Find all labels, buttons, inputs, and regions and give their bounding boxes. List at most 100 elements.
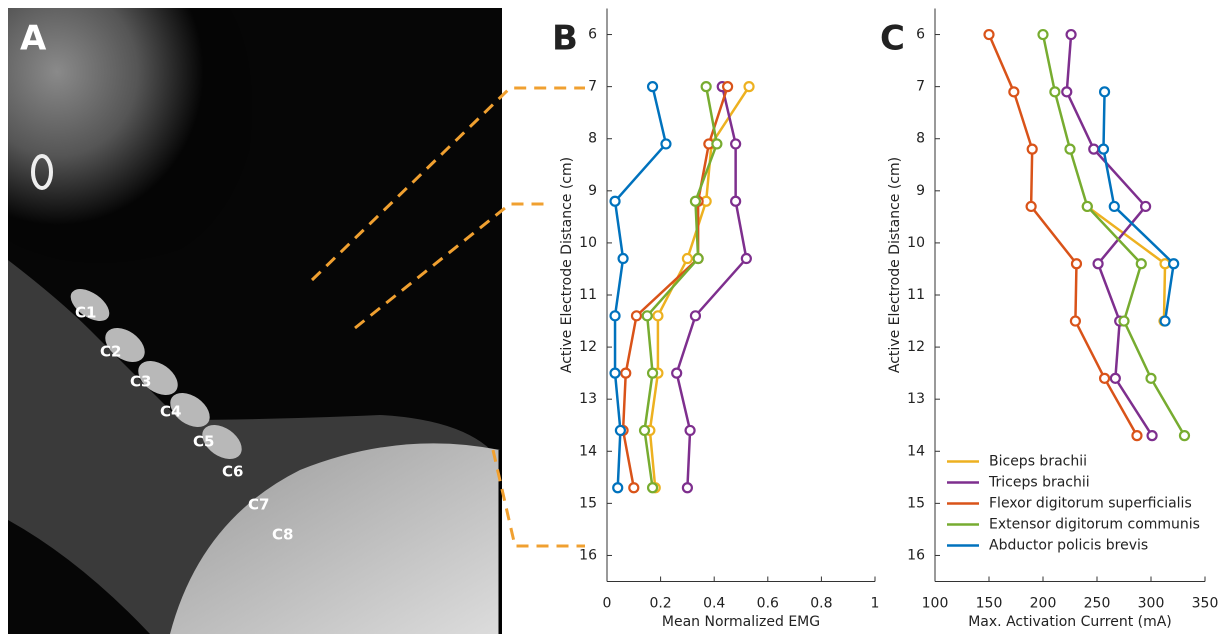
vertebra-label: C6 (222, 463, 243, 481)
data-point (731, 197, 740, 206)
y-tick-label: 10 (907, 235, 925, 251)
x-tick-label: 200 (1030, 596, 1057, 612)
data-point (1066, 145, 1075, 154)
figure: A C1 C2 C3 C4 C5 C6 C7 C8 67891011121314… (0, 0, 1227, 634)
data-point (691, 197, 700, 206)
y-tick-label: 11 (907, 287, 925, 303)
data-point (1110, 202, 1119, 211)
data-point (611, 197, 620, 206)
data-point (1120, 317, 1129, 326)
data-point (1161, 317, 1170, 326)
data-point (1169, 259, 1178, 268)
y-tick-label: 14 (907, 443, 925, 459)
data-point (1027, 202, 1036, 211)
x-tick-label: 100 (922, 596, 949, 612)
xray-panel: A C1 C2 C3 C4 C5 C6 C7 C8 (8, 8, 502, 634)
data-point (1028, 145, 1037, 154)
x-tick-label: 250 (1084, 596, 1111, 612)
data-point (683, 483, 692, 492)
data-point (1062, 87, 1071, 96)
data-point (712, 139, 721, 148)
y-tick-label: 12 (907, 339, 925, 355)
data-point (1148, 431, 1157, 440)
data-point (985, 30, 994, 39)
data-point (1147, 374, 1156, 383)
data-point (640, 426, 649, 435)
data-point (1009, 87, 1018, 96)
data-point (648, 369, 657, 378)
legend-label: Triceps brachii (988, 475, 1090, 491)
y-tick-label: 7 (916, 79, 925, 95)
vertebra-label: C7 (248, 496, 269, 514)
series-line (1067, 35, 1152, 436)
y-tick-label: 10 (579, 235, 597, 251)
vertebra-label: C5 (193, 433, 214, 451)
data-point (1089, 145, 1098, 154)
data-point (1100, 87, 1109, 96)
panel-label: A (20, 19, 47, 59)
x-tick-label: 0.8 (810, 596, 832, 612)
data-point (742, 254, 751, 263)
legend-label: Extensor digitorum communis (989, 517, 1200, 533)
x-tick-label: 350 (1192, 596, 1219, 612)
x-tick-label: 0.4 (703, 596, 725, 612)
x-axis-label: Max. Activation Current (mA) (968, 614, 1172, 630)
y-tick-label: 8 (588, 131, 597, 147)
y-axis-label: Active Electrode Distance (cm) (887, 157, 903, 373)
data-point (648, 82, 657, 91)
x-tick-label: 150 (976, 596, 1003, 612)
data-point (632, 311, 641, 320)
legend-label: Flexor digitorum superficialis (989, 496, 1192, 512)
vertebra-label: C1 (75, 304, 96, 322)
panel-label: B (552, 19, 578, 59)
y-tick-label: 13 (907, 391, 925, 407)
data-point (621, 369, 630, 378)
vertebra-label: C4 (160, 403, 181, 421)
data-point (1094, 259, 1103, 268)
x-axis-label: Mean Normalized EMG (662, 614, 820, 630)
data-point (1100, 374, 1109, 383)
data-point (702, 82, 711, 91)
y-axis-label: Active Electrode Distance (cm) (559, 157, 575, 373)
y-tick-label: 11 (579, 287, 597, 303)
x-tick-label: 0.6 (757, 596, 779, 612)
data-point (672, 369, 681, 378)
y-tick-label: 15 (907, 495, 925, 511)
y-tick-label: 16 (579, 547, 597, 563)
y-tick-label: 7 (588, 79, 597, 95)
data-point (648, 483, 657, 492)
data-point (1180, 431, 1189, 440)
legend-label: Biceps brachii (989, 454, 1087, 470)
data-point (1137, 259, 1146, 268)
x-tick-label: 300 (1138, 596, 1165, 612)
y-tick-label: 8 (916, 131, 925, 147)
data-point (619, 254, 628, 263)
x-tick-label: 0.2 (649, 596, 671, 612)
x-tick-label: 1 (871, 596, 880, 612)
data-point (683, 254, 692, 263)
data-point (723, 82, 732, 91)
vertebra-label: C8 (272, 526, 293, 544)
y-tick-label: 14 (579, 443, 597, 459)
data-point (1111, 374, 1120, 383)
data-point (745, 82, 754, 91)
data-point (1141, 202, 1150, 211)
data-point (1072, 259, 1081, 268)
data-point (616, 426, 625, 435)
data-point (611, 369, 620, 378)
x-tick-label: 0 (603, 596, 612, 612)
y-tick-label: 9 (916, 183, 925, 199)
data-point (661, 139, 670, 148)
data-point (629, 483, 638, 492)
data-point (731, 139, 740, 148)
data-point (686, 426, 695, 435)
data-point (1083, 202, 1092, 211)
vertebra-label: C3 (130, 373, 151, 391)
data-point (1050, 87, 1059, 96)
data-point (694, 254, 703, 263)
vertebra-label: C2 (100, 343, 121, 361)
data-point (1039, 30, 1048, 39)
legend-label: Abductor policis brevis (989, 538, 1148, 554)
data-point (691, 311, 700, 320)
y-tick-label: 13 (579, 391, 597, 407)
